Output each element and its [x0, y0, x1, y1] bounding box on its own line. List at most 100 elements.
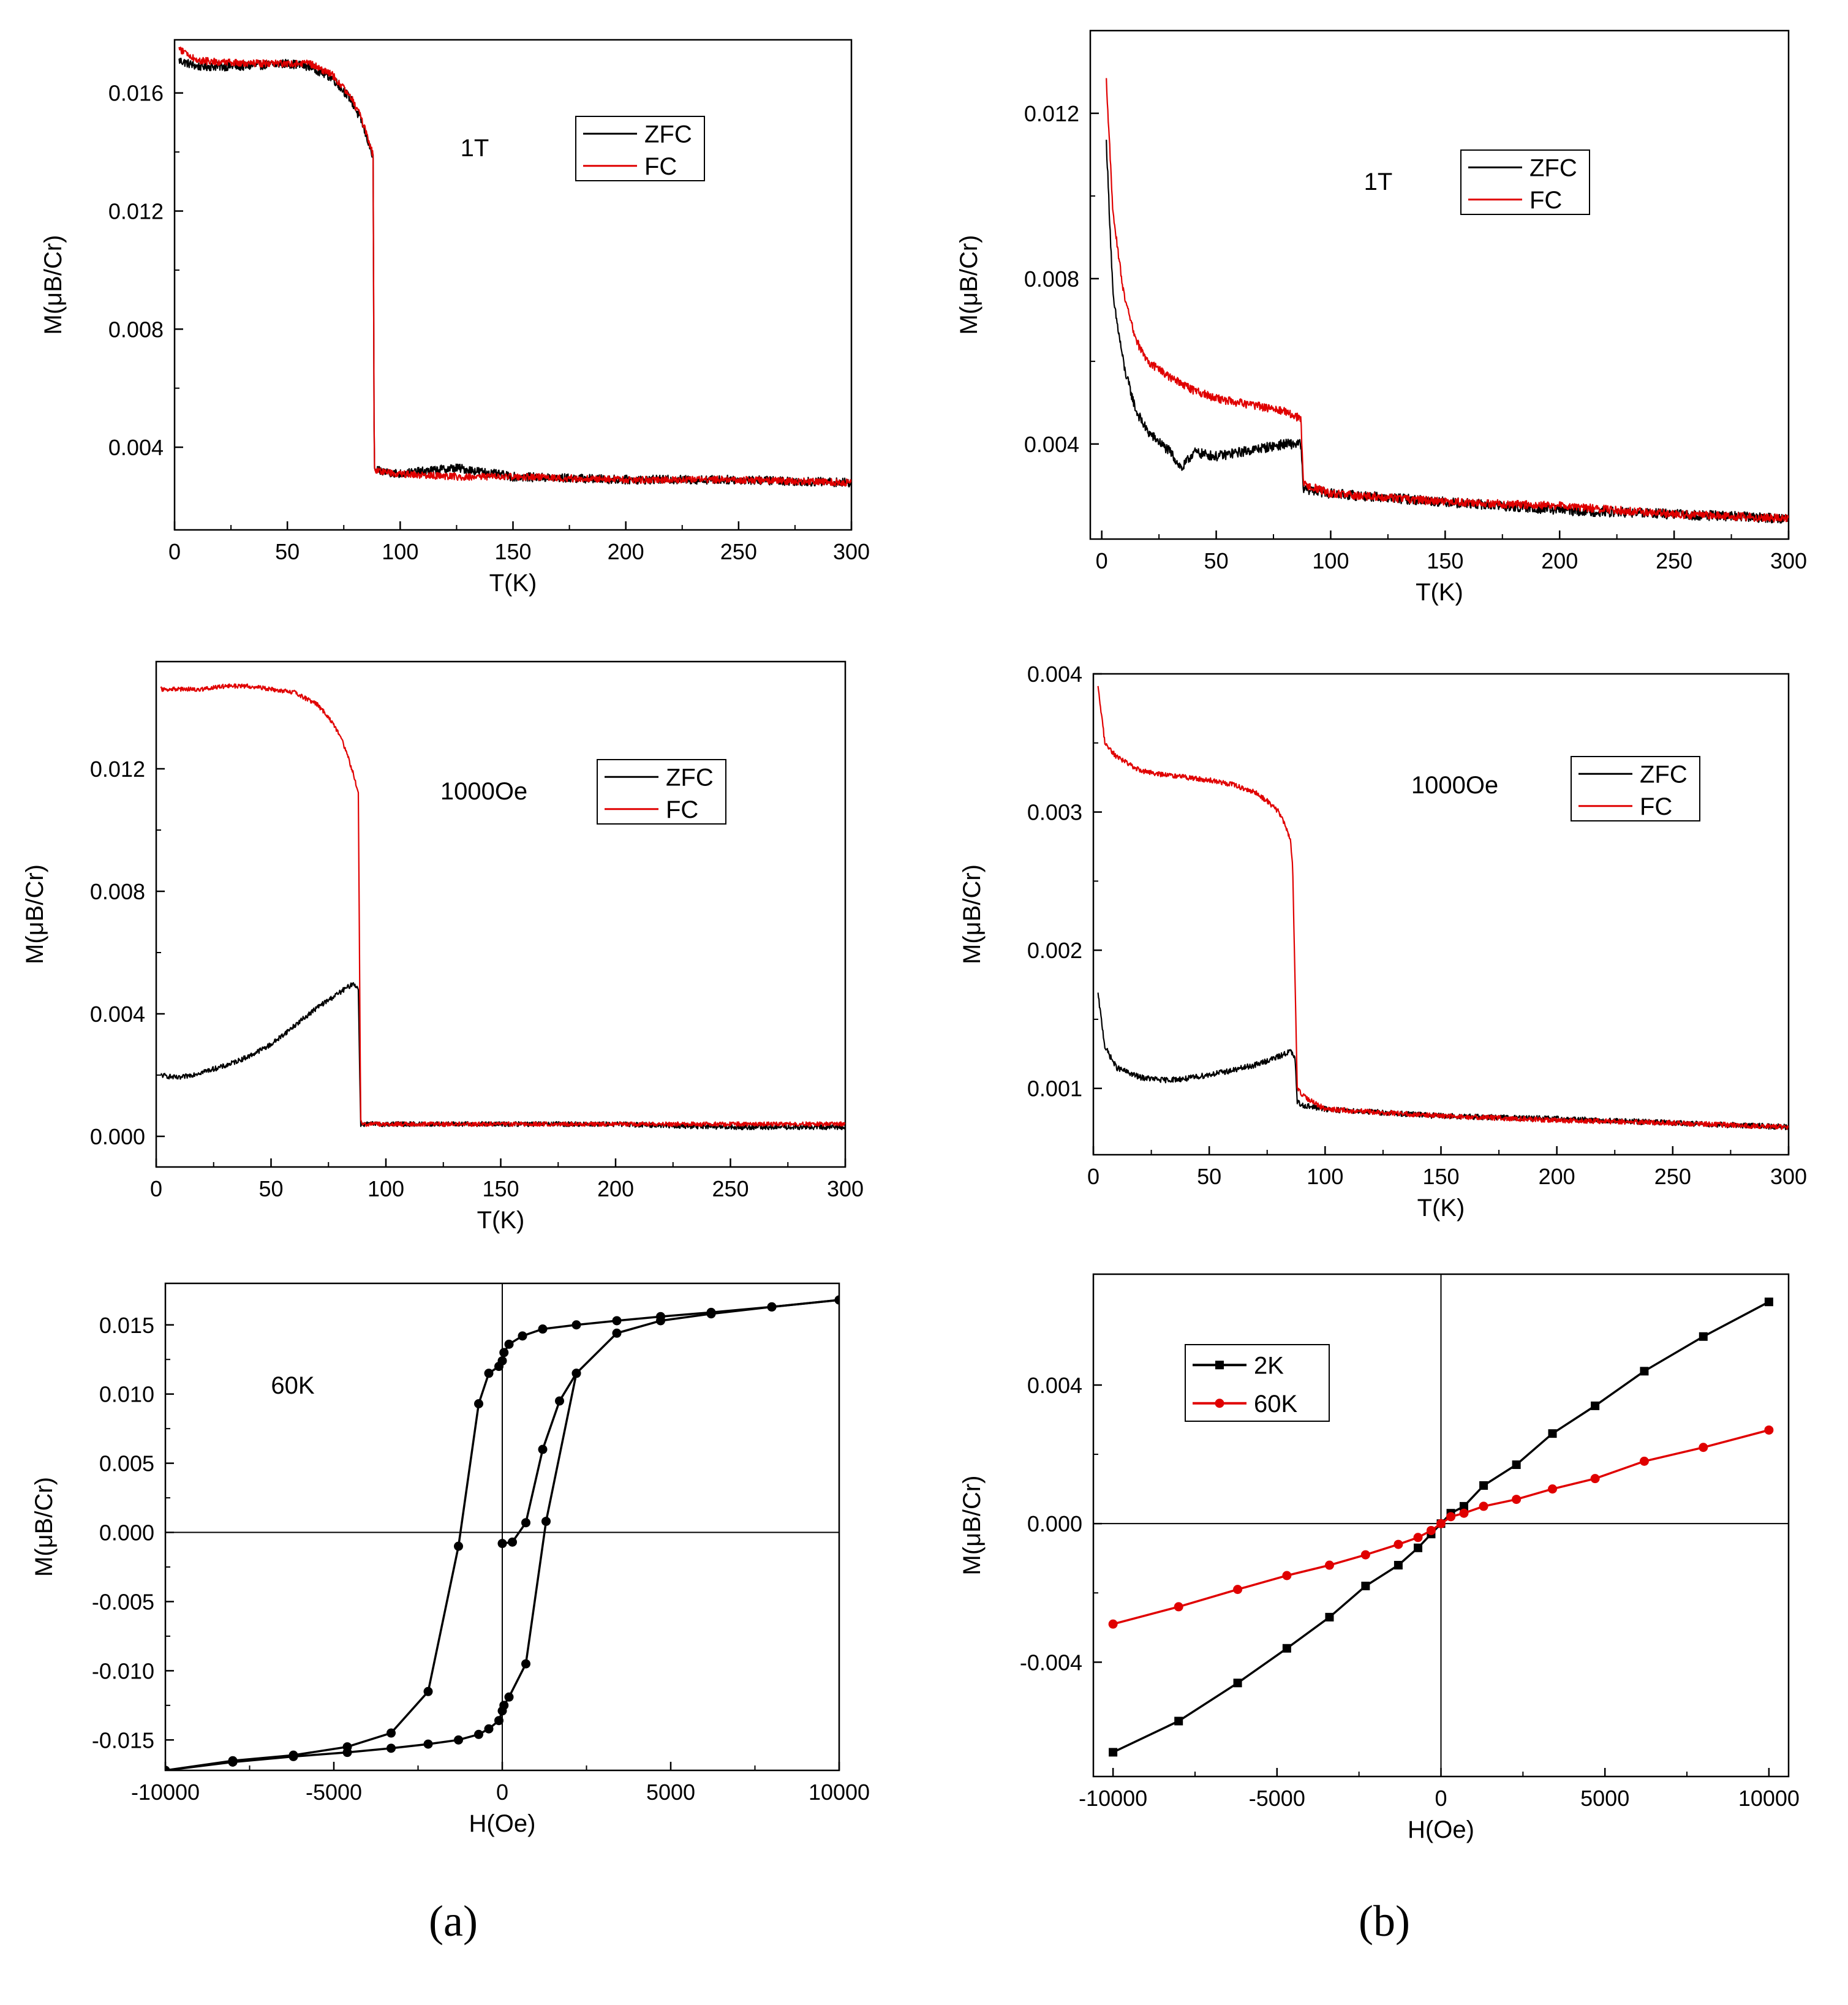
series-FC	[1097, 685, 1789, 1130]
legend-label-ZFC: ZFC	[644, 121, 692, 148]
x-tick-label: 250	[1656, 548, 1692, 573]
legend-label-ZFC: ZFC	[1529, 154, 1577, 181]
y-tick-label: 0.003	[1027, 800, 1082, 825]
x-tick-label: 10000	[809, 1780, 870, 1805]
y-tick-label: -0.015	[92, 1727, 154, 1753]
data-point	[504, 1339, 514, 1349]
legend-label-FC: FC	[666, 796, 698, 823]
x-tick-label: 0	[1087, 1164, 1099, 1189]
data-point	[474, 1729, 483, 1739]
legend-marker	[1215, 1399, 1224, 1408]
x-tick-label: 300	[1770, 548, 1807, 573]
y-tick-label: -0.005	[92, 1589, 154, 1614]
trace-FC	[1106, 78, 1789, 523]
data-point	[454, 1735, 463, 1745]
x-tick-label: 300	[833, 539, 870, 564]
data-point	[1360, 1550, 1370, 1560]
y-axis-label: M(μB/Cr)	[31, 1477, 58, 1577]
y-tick-label: 0.015	[99, 1313, 154, 1338]
legend-label-ZFC: ZFC	[1640, 761, 1688, 788]
data-point	[497, 1539, 507, 1549]
data-point	[484, 1369, 494, 1378]
field-annotation: 1T	[1364, 168, 1393, 195]
y-tick-label: -0.010	[92, 1658, 154, 1683]
data-point	[494, 1362, 503, 1372]
trace-ZFC	[160, 982, 845, 1131]
series-initial	[497, 1369, 581, 1549]
data-point	[1548, 1484, 1558, 1494]
plot-frame	[155, 660, 847, 1168]
legend: ZFC FC	[597, 759, 726, 825]
y-tick-label: 0.012	[1024, 101, 1079, 126]
x-axis-label: T(K)	[1417, 1195, 1465, 1222]
data-point	[1413, 1533, 1423, 1542]
series-ZFC	[1097, 992, 1789, 1131]
x-tick-label: -5000	[306, 1780, 362, 1805]
x-tick-label: -10000	[1079, 1786, 1147, 1811]
data-point	[494, 1716, 503, 1726]
trace-FC	[160, 683, 845, 1127]
x-tick-label: 300	[827, 1176, 864, 1201]
x-tick-label: 0	[150, 1176, 162, 1201]
y-tick-label: 0.008	[108, 317, 164, 342]
x-tick-label: 100	[368, 1176, 404, 1201]
legend-box	[1571, 756, 1700, 821]
data-point	[767, 1302, 777, 1312]
data-point	[1361, 1581, 1370, 1590]
x-tick-label: 10000	[1738, 1786, 1800, 1811]
data-point	[1639, 1456, 1649, 1466]
data-point	[1446, 1512, 1456, 1522]
x-tick-label: 200	[608, 539, 644, 564]
data-point	[555, 1396, 564, 1406]
data-point	[499, 1348, 509, 1357]
data-point	[454, 1541, 463, 1551]
x-tick-label: 200	[1539, 1164, 1575, 1189]
data-point	[1174, 1716, 1183, 1726]
data-point	[521, 1518, 530, 1528]
x-axis-label: H(Oe)	[469, 1810, 536, 1837]
y-tick-label: 0.000	[90, 1124, 145, 1149]
data-point	[518, 1331, 527, 1341]
series-ZFC	[1106, 140, 1789, 524]
x-tick-label: 50	[1204, 548, 1229, 573]
legend: ZFC FC	[1571, 756, 1700, 821]
series-ascending	[165, 1295, 839, 1770]
y-tick-label: 0.002	[1027, 938, 1082, 963]
data-point	[499, 1701, 509, 1710]
data-point	[508, 1537, 517, 1547]
legend-marker	[1215, 1361, 1224, 1370]
x-axis-label: T(K)	[489, 570, 537, 597]
data-point	[612, 1328, 622, 1338]
data-point	[538, 1444, 548, 1454]
series-60K	[1108, 1425, 1774, 1629]
data-point	[541, 1516, 551, 1526]
data-point	[1108, 1619, 1118, 1629]
data-point	[1640, 1367, 1649, 1376]
x-tick-label: -5000	[1249, 1786, 1305, 1811]
x-tick-label: 50	[1197, 1164, 1221, 1189]
data-point	[1764, 1297, 1773, 1307]
plot-frame	[173, 39, 853, 531]
legend-label-60K: 60K	[1254, 1391, 1297, 1418]
legend: ZFC FC	[1460, 149, 1590, 215]
panel-label-a: (a)	[429, 1897, 478, 1946]
data-point	[656, 1316, 665, 1326]
y-axis-label: M(μB/Cr)	[21, 864, 48, 964]
y-axis-label: M(μB/Cr)	[959, 864, 986, 964]
data-point	[423, 1739, 433, 1749]
y-tick-label: 0.004	[1027, 1373, 1082, 1398]
x-axis-label: T(K)	[1416, 579, 1463, 606]
x-tick-label: 0	[168, 539, 181, 564]
chart-a-bottom: -10000 -5000 0 5000 10000 -0.015 -0.010 -0.005 0…	[31, 1282, 870, 1837]
y-tick-label: 0.012	[108, 199, 164, 224]
plot-frame	[1092, 673, 1790, 1156]
data-point	[1282, 1571, 1292, 1580]
x-tick-label: 5000	[646, 1780, 695, 1805]
data-point	[1174, 1602, 1183, 1612]
legend-box	[575, 116, 705, 181]
y-tick-label: 0.004	[90, 1002, 145, 1027]
y-axis-label: M(μB/Cr)	[959, 1475, 986, 1575]
x-tick-label: 0	[496, 1780, 508, 1805]
legend-label-FC: FC	[644, 153, 677, 180]
